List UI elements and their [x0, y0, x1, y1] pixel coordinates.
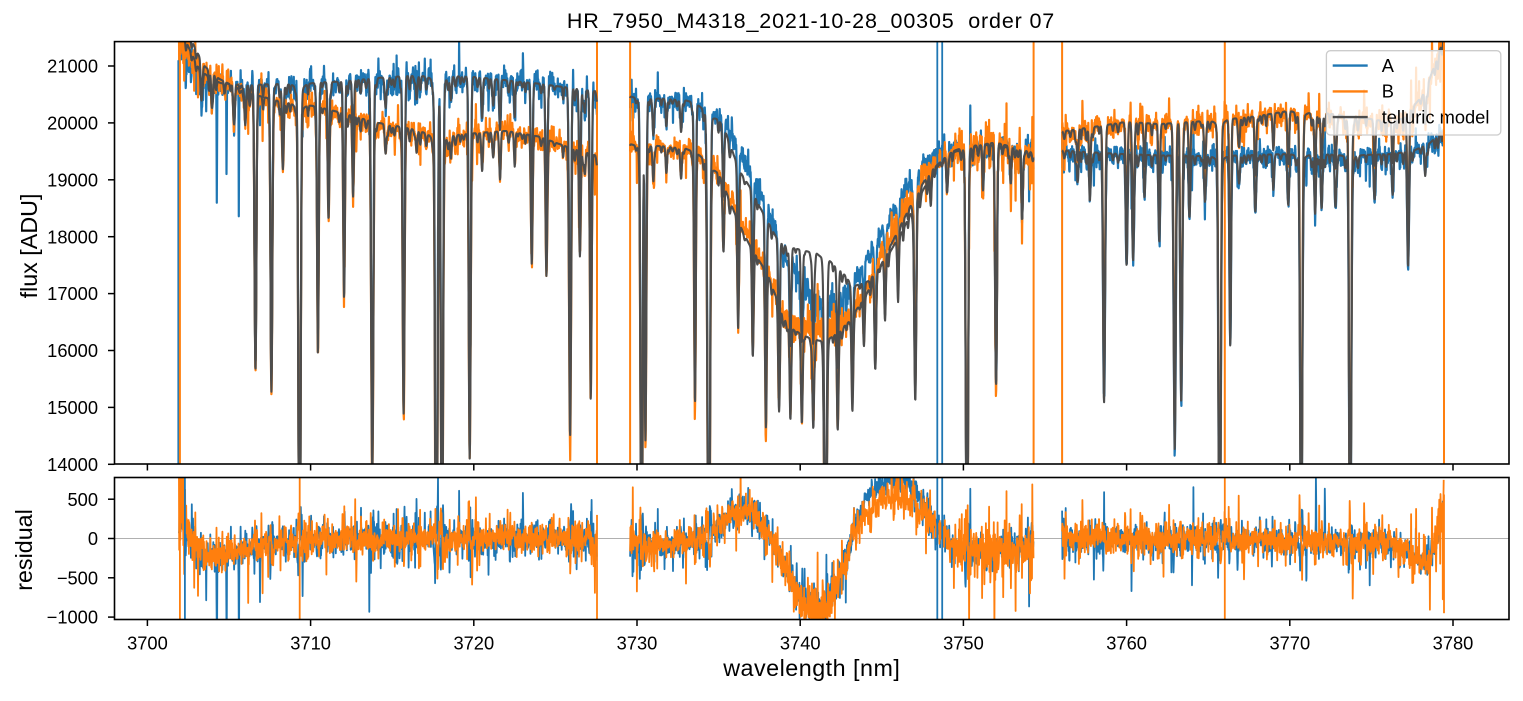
svg-text:19000: 19000: [47, 169, 98, 190]
svg-text:telluric model: telluric model: [1382, 106, 1490, 127]
svg-text:wavelength [nm]: wavelength [nm]: [722, 655, 900, 681]
svg-text:18000: 18000: [47, 226, 98, 247]
svg-text:3760: 3760: [1106, 633, 1147, 654]
svg-text:17000: 17000: [47, 283, 98, 304]
svg-text:21000: 21000: [47, 56, 98, 77]
svg-text:−1000: −1000: [47, 607, 98, 628]
svg-text:flux [ADU]: flux [ADU]: [16, 194, 42, 299]
svg-text:3750: 3750: [943, 633, 984, 654]
svg-text:20000: 20000: [47, 113, 98, 134]
svg-text:3710: 3710: [290, 633, 331, 654]
svg-text:B: B: [1382, 81, 1394, 102]
svg-text:15000: 15000: [47, 397, 98, 418]
svg-text:−500: −500: [57, 567, 98, 588]
svg-text:3780: 3780: [1433, 633, 1474, 654]
svg-text:HR_7950_M4318_2021-10-28_00305: HR_7950_M4318_2021-10-28_00305 order 07: [567, 9, 1055, 33]
svg-text:16000: 16000: [47, 340, 98, 361]
svg-text:3730: 3730: [617, 633, 658, 654]
svg-text:residual: residual: [11, 509, 37, 591]
svg-text:A: A: [1382, 55, 1395, 76]
svg-text:3740: 3740: [780, 633, 821, 654]
svg-text:3770: 3770: [1269, 633, 1310, 654]
svg-text:500: 500: [67, 489, 98, 510]
svg-text:3700: 3700: [127, 633, 168, 654]
svg-text:3720: 3720: [453, 633, 494, 654]
svg-text:14000: 14000: [47, 454, 98, 475]
svg-text:0: 0: [88, 528, 98, 549]
